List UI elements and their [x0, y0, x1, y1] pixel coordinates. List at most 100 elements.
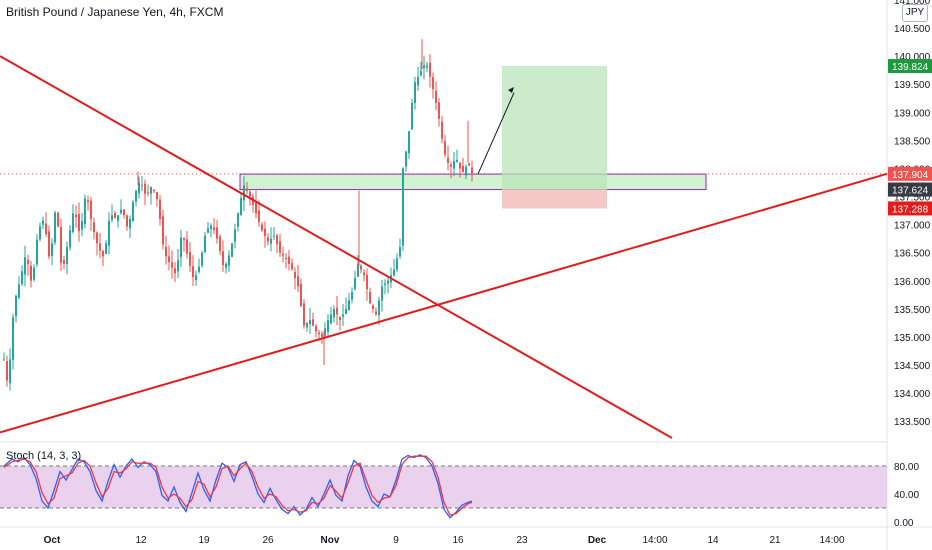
- candle-body: [186, 239, 188, 254]
- candle-body: [87, 200, 89, 203]
- candle-body: [426, 65, 428, 68]
- candle-body: [441, 121, 443, 139]
- candle-body: [279, 241, 281, 253]
- support-zone-layer: [239, 173, 707, 191]
- candle-body: [405, 151, 407, 167]
- candle-body: [327, 320, 329, 332]
- candle-body: [321, 333, 323, 337]
- candle-body: [180, 237, 182, 257]
- candle-body: [81, 220, 83, 230]
- candle-body: [432, 77, 434, 89]
- candle-body: [471, 167, 473, 174]
- time-tick-label: Oct: [44, 535, 61, 546]
- candle-body: [30, 266, 32, 281]
- stoch-series-d: [3, 455, 473, 516]
- ascending-trendline: [0, 172, 888, 434]
- candle-body: [111, 215, 113, 220]
- candle-body: [468, 163, 470, 166]
- projection-arrow: [477, 92, 515, 175]
- candle-body: [57, 212, 59, 227]
- symbol-title[interactable]: British Pound / Japanese Yen, 4h, FXCM: [6, 5, 224, 19]
- candle-body: [414, 82, 416, 103]
- candle-body: [117, 215, 119, 221]
- candle-body: [228, 255, 230, 266]
- candle-body: [69, 230, 71, 248]
- candle-body: [120, 209, 122, 214]
- candle-body: [258, 210, 260, 222]
- candle-body: [171, 262, 173, 268]
- price-tick-label: 137.500: [894, 193, 931, 204]
- candle-body: [213, 227, 215, 231]
- candle-body: [456, 160, 458, 162]
- candle-body: [237, 213, 239, 227]
- candle-body: [222, 251, 224, 265]
- candle-body: [162, 216, 164, 245]
- candle-body: [153, 189, 155, 191]
- candle-body: [345, 308, 347, 314]
- candle-body: [156, 192, 158, 200]
- candle-body: [372, 305, 374, 309]
- candle-body: [33, 267, 35, 280]
- candle-body: [3, 359, 5, 361]
- candle-body: [75, 214, 77, 218]
- candle-body: [72, 213, 74, 233]
- stoch-tick-label: 80.00: [894, 462, 919, 473]
- stoch-indicator-title[interactable]: Stoch (14, 3, 3): [6, 450, 82, 462]
- candle-body: [267, 237, 269, 242]
- candle-body: [330, 314, 332, 324]
- candle-body: [159, 199, 161, 219]
- time-axis[interactable]: Oct 12 19 26 Nov 9 16 23 Dec 14:00 14 21 14:00: [44, 535, 845, 546]
- candle-body: [18, 284, 20, 298]
- stop-area: [502, 189, 607, 209]
- candle-body: [204, 235, 206, 253]
- candle-body: [294, 271, 296, 278]
- price-tick-label: 137.000: [894, 221, 931, 232]
- candle-body: [132, 202, 134, 222]
- candle-body: [210, 225, 212, 230]
- candle-body: [465, 166, 467, 176]
- candle-body: [90, 200, 92, 219]
- time-tick-label: 14:00: [642, 535, 667, 546]
- candle-body: [138, 182, 140, 194]
- candle-body: [168, 256, 170, 263]
- candle-body: [324, 328, 326, 336]
- price-tick-label: 138.500: [894, 136, 931, 147]
- candle-body: [381, 286, 383, 301]
- candle-body: [39, 226, 41, 240]
- time-tick-label: 9: [393, 535, 399, 546]
- time-tick-label: 14: [707, 535, 719, 546]
- candle-body: [126, 215, 128, 227]
- candle-body: [102, 251, 104, 257]
- currency-button[interactable]: JPY: [902, 4, 928, 22]
- candle-body: [444, 141, 446, 155]
- descending-trendline: [0, 55, 673, 439]
- price-tick-label: 136.500: [894, 249, 931, 260]
- time-tick-label: 14:00: [819, 535, 844, 546]
- candle-body: [273, 235, 275, 237]
- candle-body: [66, 247, 68, 264]
- candle-body: [54, 212, 56, 243]
- candle-body: [135, 190, 137, 202]
- price-tick-label: 134.000: [894, 389, 931, 400]
- price-tick-label: 135.000: [894, 333, 931, 344]
- price-tick-label: 139.500: [894, 80, 931, 91]
- candle-body: [174, 268, 176, 274]
- time-tick-label: 19: [198, 535, 210, 546]
- candle-body: [300, 283, 302, 307]
- candle-body: [333, 308, 335, 318]
- candle-body: [48, 231, 50, 257]
- candle-body: [114, 213, 116, 219]
- candle-body: [84, 198, 86, 225]
- time-tick-label: Nov: [321, 535, 340, 546]
- candle-body: [78, 213, 80, 232]
- candle-body: [99, 243, 101, 251]
- candle-body: [240, 197, 242, 216]
- candle-body: [276, 235, 278, 245]
- price-tick-label: 140.500: [894, 24, 931, 35]
- candle-body: [402, 168, 404, 246]
- price-axis[interactable]: 141.000 140.500 140.000 139.500 139.000 138.5…: [888, 0, 932, 428]
- candle-body: [312, 319, 314, 326]
- candle-body: [270, 238, 272, 244]
